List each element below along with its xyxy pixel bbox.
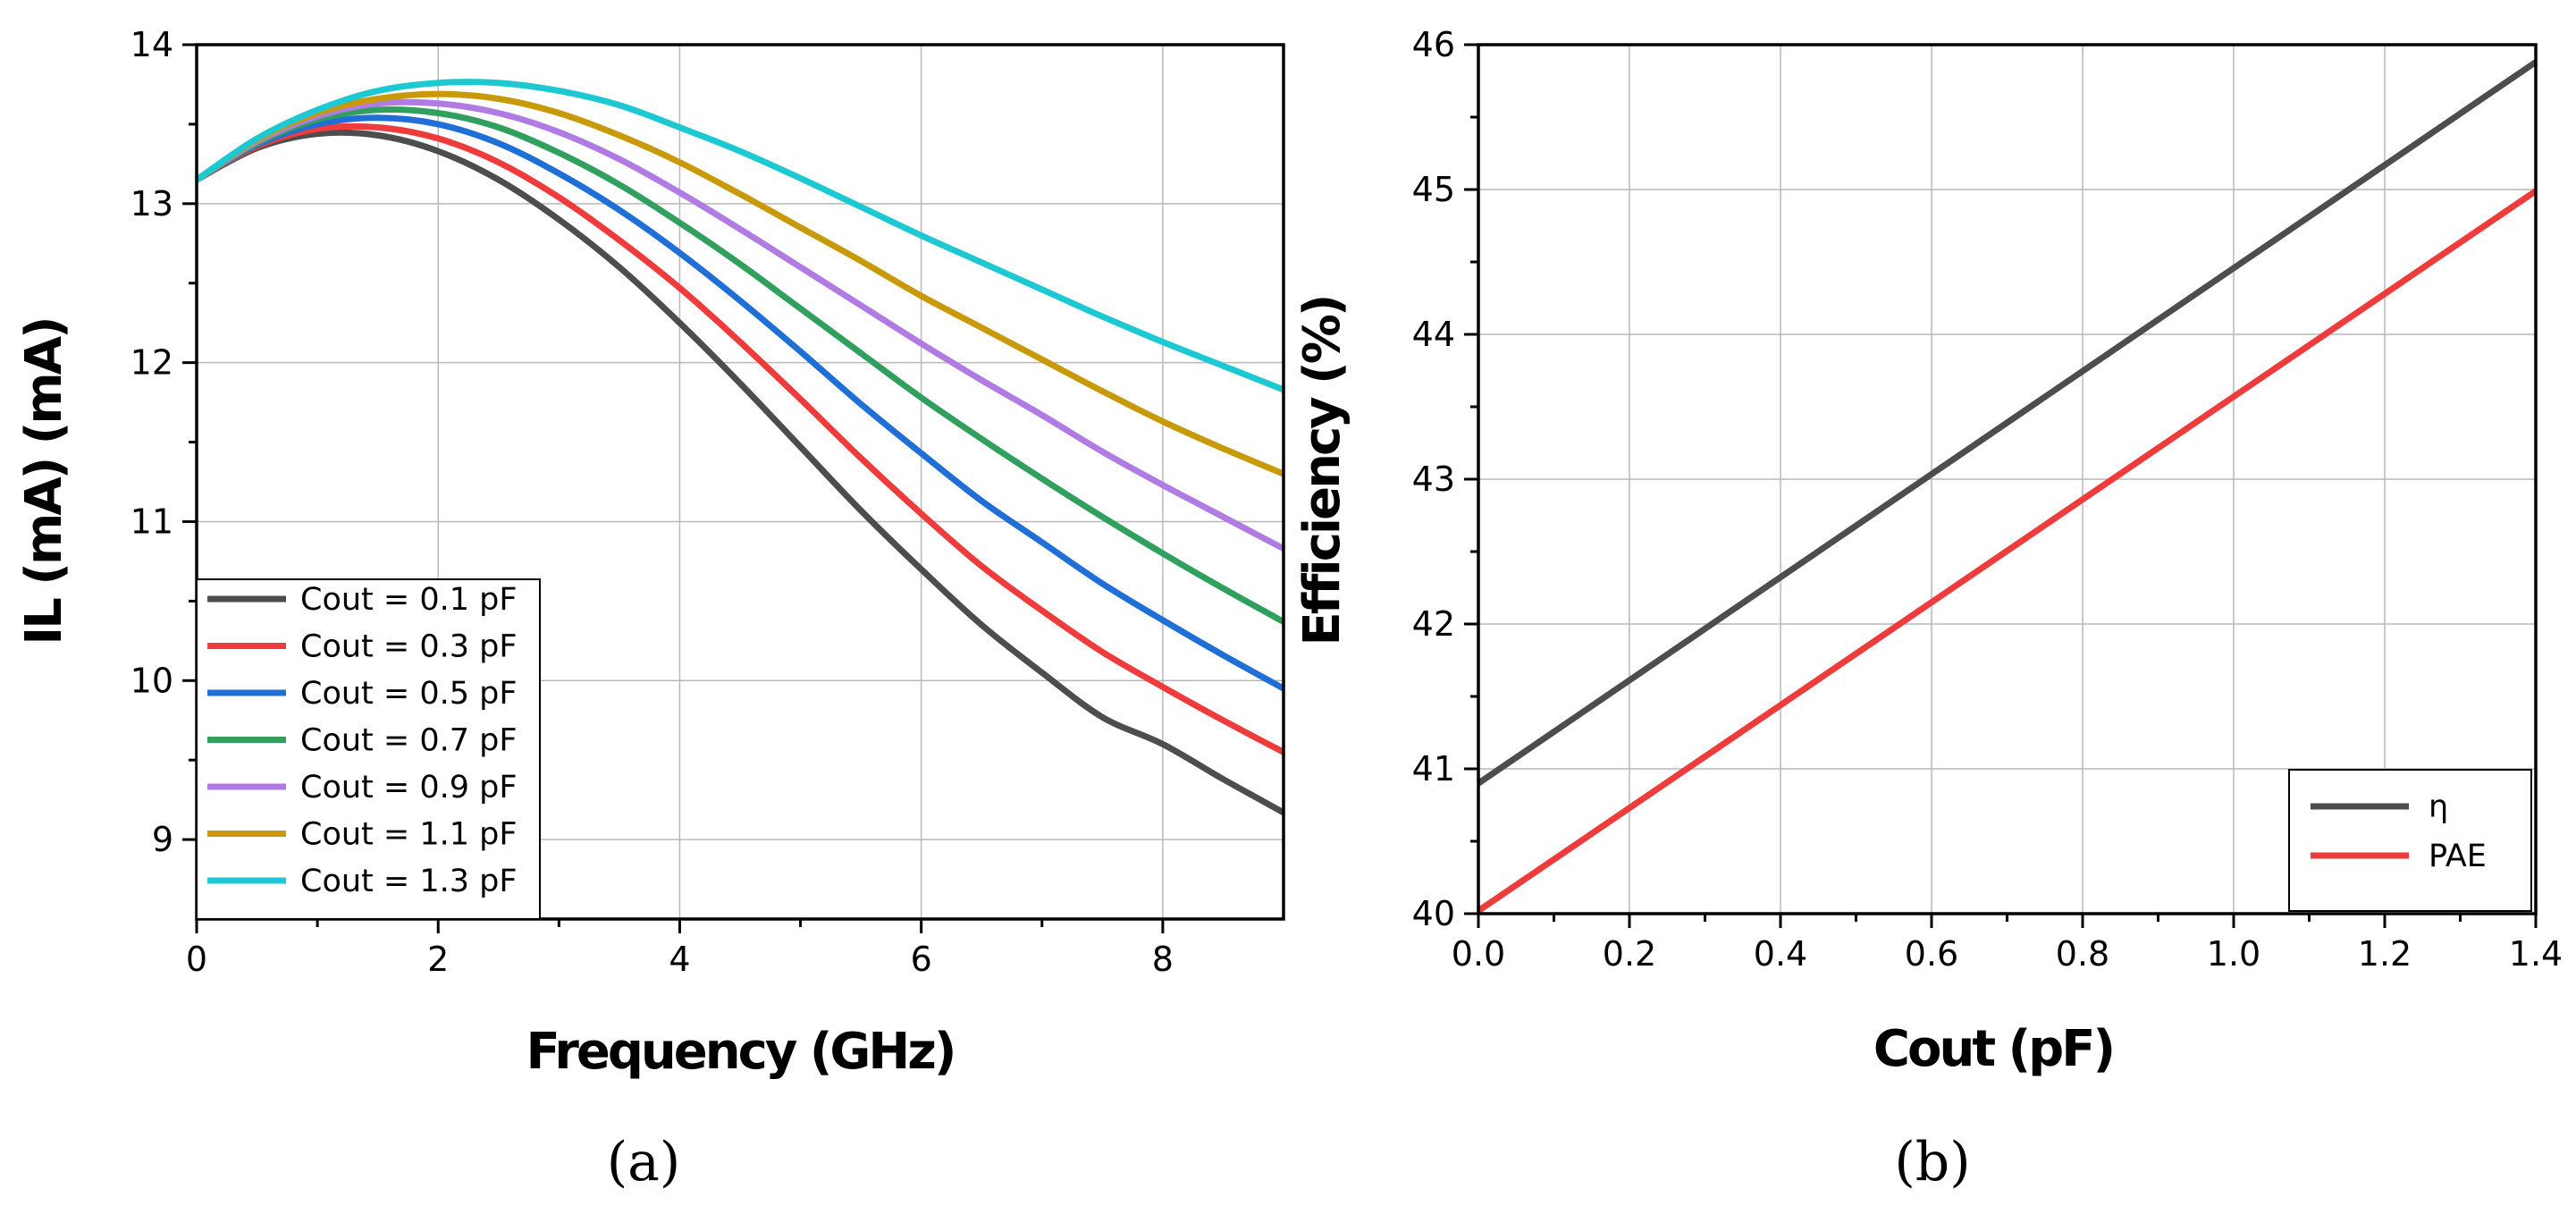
x-tick-label: 0.0: [1452, 934, 1505, 974]
x-axis-title: Frequency (GHz): [526, 1023, 955, 1081]
y-tick-label: 43: [1412, 460, 1455, 499]
series-line-1: [195, 129, 1285, 815]
y-tick-label: 9: [152, 820, 173, 859]
series-line-5: [195, 98, 1285, 552]
y-tick-label: 13: [130, 184, 173, 223]
y-tick-label: 42: [1412, 604, 1455, 644]
legend-label: Cout = 0.9 pF: [300, 770, 517, 805]
x-tick-label: 0.8: [2056, 934, 2109, 974]
series-line-6: [195, 90, 1285, 477]
legend-label: Cout = 0.7 pF: [300, 723, 517, 759]
legend-label: Cout = 0.1 pF: [300, 582, 517, 618]
x-tick-label: 0.4: [1754, 934, 1807, 974]
y-tick-label: 11: [130, 502, 173, 541]
chart-panel-b: 0.0 0.2 0.4 0.6 0.8 1.0 1.2 1.4 40 41 42 43 44 45 46 Co…: [1293, 25, 2563, 1193]
y-tick-label: 46: [1412, 25, 1455, 64]
y-axis-title: IL (mA) (mA): [15, 318, 73, 645]
panel-caption: (b): [1894, 1131, 1970, 1193]
x-tick-label: 4: [669, 940, 690, 979]
series-line-2: [1477, 188, 2538, 914]
y-tick-label: 14: [130, 25, 173, 64]
legend-label: Cout = 0.5 pF: [300, 676, 517, 712]
y-tick-label: 44: [1412, 315, 1455, 354]
legend-label: η: [2429, 789, 2448, 825]
plot-frame: [195, 43, 1285, 921]
x-tick-label: 2: [427, 940, 449, 979]
panel-caption: (a): [607, 1131, 681, 1193]
x-tick-label: 8: [1152, 940, 1174, 979]
legend-box: [2288, 769, 2532, 912]
x-tick-label: 0.6: [1905, 934, 1958, 974]
series-line-1: [1477, 59, 2538, 787]
series-line-3: [195, 114, 1285, 692]
y-tick-label: 10: [130, 661, 173, 700]
legend-label: PAE: [2429, 839, 2487, 874]
y-tick-label: 40: [1412, 894, 1455, 933]
series-line-2: [195, 122, 1285, 755]
x-tick-label: 0: [186, 940, 207, 979]
legend-label: Cout = 1.1 pF: [300, 817, 517, 853]
legend: η PAE: [2288, 769, 2532, 912]
y-tick-label: 41: [1412, 749, 1455, 789]
chart-panel-a: 0 2 4 6 8 9 10 11 12 13 14 Frequency (GHz) IL (mA) (…: [15, 25, 1285, 1193]
x-tick-label: 1.4: [2509, 934, 2563, 974]
legend: Cout = 0.1 pF Cout = 0.3 pF Cout = 0.5 pF C…: [196, 578, 541, 920]
series-line-4: [195, 105, 1285, 625]
series-line-7: [195, 79, 1285, 393]
legend-label: Cout = 1.3 pF: [300, 864, 517, 899]
x-tick-label: 1.2: [2358, 934, 2412, 974]
x-axis-title: Cout (pF): [1873, 1020, 2113, 1078]
x-tick-label: 0.2: [1603, 934, 1656, 974]
legend-box: [196, 578, 541, 920]
y-tick-label: 12: [130, 343, 173, 383]
y-tick-label: 45: [1412, 170, 1455, 209]
legend-label: Cout = 0.3 pF: [300, 629, 517, 665]
y-axis-title: Efficiency (%): [1293, 297, 1351, 646]
x-tick-label: 6: [911, 940, 932, 979]
x-tick-label: 1.0: [2207, 934, 2260, 974]
